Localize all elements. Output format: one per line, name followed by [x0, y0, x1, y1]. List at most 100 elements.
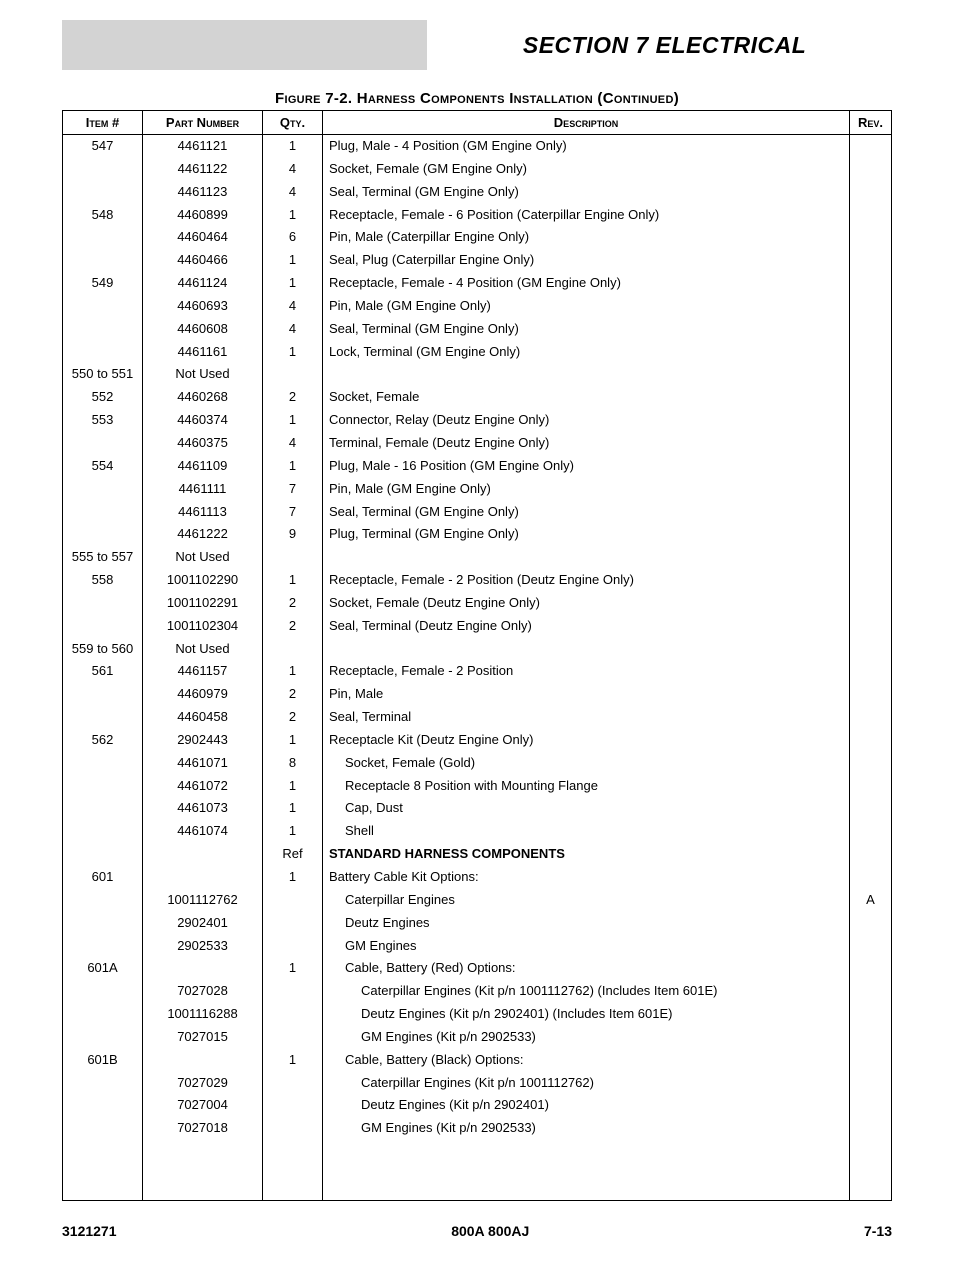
cell-qty: 4 [263, 432, 323, 455]
cell-item [63, 1003, 143, 1026]
table-row: 601A1Cable, Battery (Red) Options: [63, 957, 892, 980]
cell-rev [850, 432, 892, 455]
cell-description: Pin, Male (Caterpillar Engine Only) [323, 226, 850, 249]
cell-qty [263, 912, 323, 935]
cell-item [63, 523, 143, 546]
table-row: 2902533GM Engines [63, 935, 892, 958]
cell-description: Battery Cable Kit Options: [323, 866, 850, 889]
cell-item [63, 775, 143, 798]
cell-qty: 1 [263, 660, 323, 683]
cell-rev [850, 660, 892, 683]
header-grey-block [62, 20, 427, 70]
table-row: 56229024431Receptacle Kit (Deutz Engine … [63, 729, 892, 752]
cell-description: Seal, Terminal (Deutz Engine Only) [323, 615, 850, 638]
cell-rev [850, 249, 892, 272]
cell-part-number: 7027015 [143, 1026, 263, 1049]
table-row: 10011023042Seal, Terminal (Deutz Engine … [63, 615, 892, 638]
cell-part-number [143, 866, 263, 889]
cell-item: 553 [63, 409, 143, 432]
table-row: 56144611571Receptacle, Female - 2 Positi… [63, 660, 892, 683]
cell-part-number: 7027029 [143, 1072, 263, 1095]
cell-item [63, 615, 143, 638]
cell-rev [850, 318, 892, 341]
cell-item [63, 912, 143, 935]
cell-item [63, 752, 143, 775]
table-row: 7027004Deutz Engines (Kit p/n 2902401) [63, 1094, 892, 1117]
cell-rev [850, 546, 892, 569]
cell-rev [850, 843, 892, 866]
cell-description: Plug, Terminal (GM Engine Only) [323, 523, 850, 546]
table-row: 44610718Socket, Female (Gold) [63, 752, 892, 775]
cell-item [63, 1026, 143, 1049]
cell-item: 550 to 551 [63, 363, 143, 386]
table-row: 10011022912Socket, Female (Deutz Engine … [63, 592, 892, 615]
cell-description: Caterpillar Engines [323, 889, 850, 912]
cell-qty: 1 [263, 866, 323, 889]
cell-item: 547 [63, 135, 143, 158]
cell-item [63, 341, 143, 364]
cell-description: Seal, Terminal (GM Engine Only) [323, 501, 850, 524]
cell-part-number: 4461074 [143, 820, 263, 843]
table-row: 44610741Shell [63, 820, 892, 843]
cell-item: 562 [63, 729, 143, 752]
cell-item: 559 to 560 [63, 638, 143, 661]
cell-rev [850, 501, 892, 524]
cell-item: 561 [63, 660, 143, 683]
cell-part-number [143, 1049, 263, 1072]
table-row: 7027015GM Engines (Kit p/n 2902533) [63, 1026, 892, 1049]
cell-part-number [143, 843, 263, 866]
cell-rev [850, 797, 892, 820]
cell-part-number: 4461071 [143, 752, 263, 775]
cell-item [63, 318, 143, 341]
cell-rev [850, 341, 892, 364]
cell-part-number: 4461121 [143, 135, 263, 158]
cell-rev [850, 683, 892, 706]
cell-part-number: 4460464 [143, 226, 263, 249]
cell-qty [263, 638, 323, 661]
cell-description: Deutz Engines (Kit p/n 2902401) [323, 1094, 850, 1117]
page: SECTION 7 ELECTRICAL Figure 7-2. Harness… [0, 0, 954, 1269]
cell-part-number: 4461157 [143, 660, 263, 683]
cell-part-number: 4461222 [143, 523, 263, 546]
table-row: 1001112762Caterpillar EnginesA [63, 889, 892, 912]
cell-rev [850, 866, 892, 889]
cell-description: Deutz Engines (Kit p/n 2902401) (Include… [323, 1003, 850, 1026]
col-header-desc: Description [323, 111, 850, 135]
cell-qty: 1 [263, 455, 323, 478]
cell-item [63, 295, 143, 318]
cell-qty: 4 [263, 318, 323, 341]
table-row: 6011Battery Cable Kit Options: [63, 866, 892, 889]
cell-description: Socket, Female (Deutz Engine Only) [323, 592, 850, 615]
cell-qty [263, 1117, 323, 1140]
cell-qty [263, 1026, 323, 1049]
cell-description: Lock, Terminal (GM Engine Only) [323, 341, 850, 364]
cell-qty: 8 [263, 752, 323, 775]
footer-model: 800A 800AJ [451, 1223, 529, 1239]
table-row: 44606934Pin, Male (GM Engine Only) [63, 295, 892, 318]
cell-description: Pin, Male (GM Engine Only) [323, 295, 850, 318]
cell-description [323, 638, 850, 661]
table-row: 55244602682Socket, Female [63, 386, 892, 409]
table-body: 54744611211Plug, Male - 4 Position (GM E… [63, 135, 892, 1201]
cell-qty [263, 1003, 323, 1026]
table-row: 54944611241Receptacle, Female - 4 Positi… [63, 272, 892, 295]
cell-rev [850, 706, 892, 729]
footer-page-number: 7-13 [864, 1223, 892, 1239]
cell-qty: 1 [263, 729, 323, 752]
cell-rev [850, 181, 892, 204]
cell-qty: 1 [263, 957, 323, 980]
cell-rev [850, 820, 892, 843]
cell-description: Socket, Female [323, 386, 850, 409]
cell-item: 549 [63, 272, 143, 295]
cell-rev [850, 1049, 892, 1072]
cell-description: Plug, Male - 16 Position (GM Engine Only… [323, 455, 850, 478]
cell-item [63, 797, 143, 820]
table-spacer-row [63, 1140, 892, 1200]
cell-item: 552 [63, 386, 143, 409]
cell-rev [850, 638, 892, 661]
cell-part-number: 7027028 [143, 980, 263, 1003]
cell-part-number: 4460979 [143, 683, 263, 706]
cell-qty [263, 935, 323, 958]
cell-part-number: 1001102304 [143, 615, 263, 638]
cell-rev [850, 363, 892, 386]
